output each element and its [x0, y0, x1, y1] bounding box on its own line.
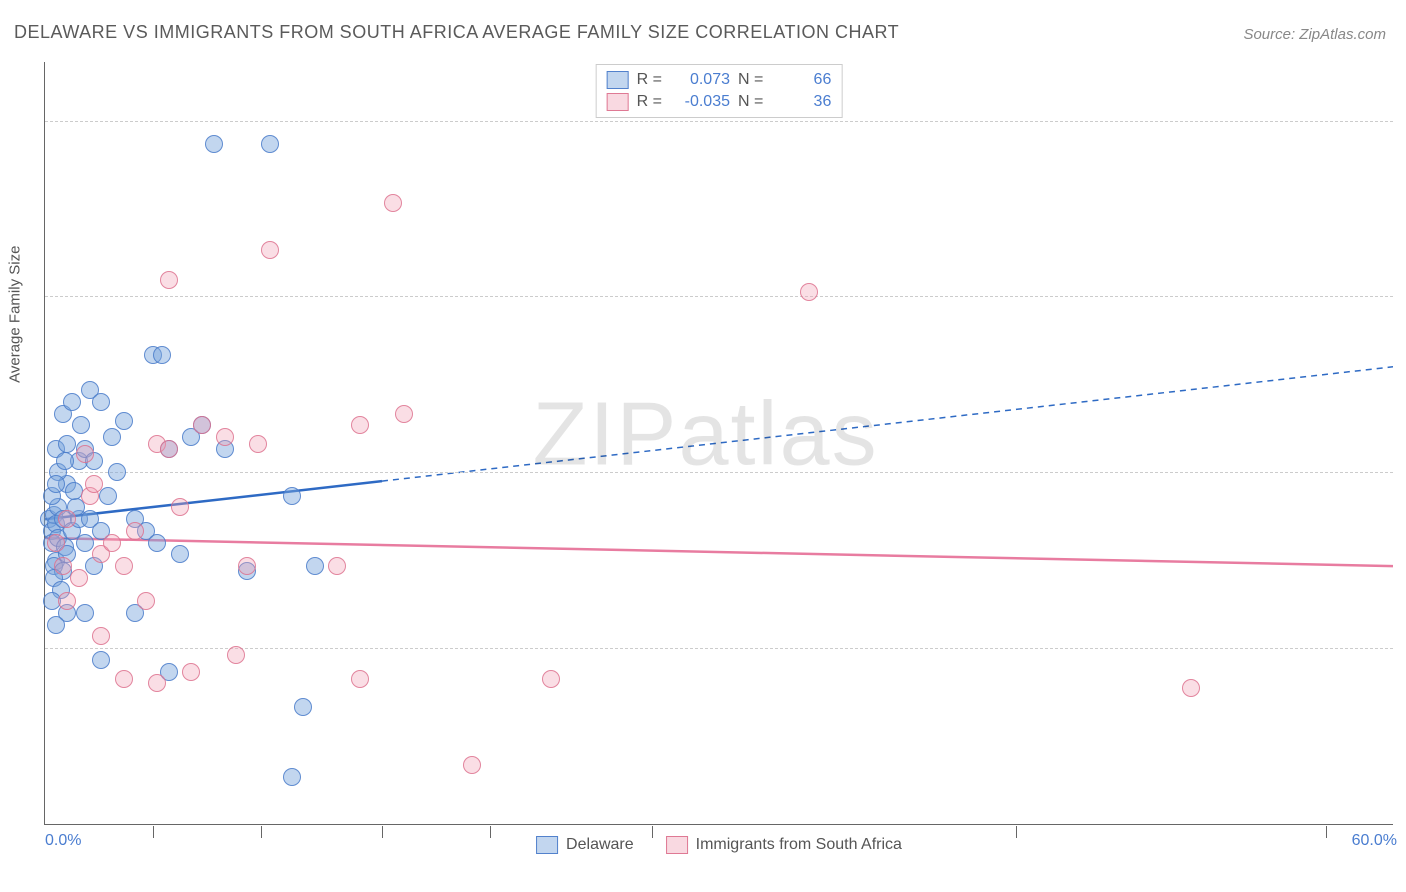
data-point-delaware: [115, 412, 133, 430]
legend-label-south-africa: Immigrants from South Africa: [696, 836, 902, 854]
trend-lines: [45, 62, 1393, 824]
legend-item-south-africa: Immigrants from South Africa: [666, 836, 902, 854]
data-point-south_africa: [542, 670, 560, 688]
n-label: N =: [738, 91, 763, 113]
data-point-south_africa: [193, 416, 211, 434]
data-point-delaware: [294, 698, 312, 716]
data-point-south_africa: [384, 194, 402, 212]
data-point-delaware: [153, 346, 171, 364]
y-axis-label: Average Family Size: [7, 246, 24, 383]
data-point-south_africa: [800, 283, 818, 301]
data-point-south_africa: [395, 405, 413, 423]
legend-row-south-africa: R = -0.035 N = 36: [607, 91, 832, 113]
x-tick: [490, 826, 491, 838]
chart-title: DELAWARE VS IMMIGRANTS FROM SOUTH AFRICA…: [14, 22, 899, 43]
data-point-south_africa: [148, 674, 166, 692]
data-point-delaware: [92, 393, 110, 411]
x-tick: [1326, 826, 1327, 838]
series-legend: Delaware Immigrants from South Africa: [536, 836, 902, 854]
data-point-south_africa: [126, 522, 144, 540]
data-point-south_africa: [103, 534, 121, 552]
data-point-south_africa: [76, 445, 94, 463]
data-point-south_africa: [58, 592, 76, 610]
r-label: R =: [637, 91, 662, 113]
r-value-delaware: 0.073: [670, 69, 730, 91]
data-point-delaware: [261, 135, 279, 153]
legend-row-delaware: R = 0.073 N = 66: [607, 69, 832, 91]
r-value-south-africa: -0.035: [670, 91, 730, 113]
grid-line: [45, 121, 1393, 122]
x-axis-min-label: 0.0%: [45, 832, 81, 850]
data-point-delaware: [63, 393, 81, 411]
x-tick: [261, 826, 262, 838]
r-label: R =: [637, 69, 662, 91]
data-point-south_africa: [137, 592, 155, 610]
data-point-south_africa: [47, 534, 65, 552]
grid-line: [45, 296, 1393, 297]
data-point-south_africa: [85, 475, 103, 493]
data-point-south_africa: [463, 756, 481, 774]
data-point-delaware: [92, 651, 110, 669]
data-point-south_africa: [1182, 679, 1200, 697]
n-value-delaware: 66: [771, 69, 831, 91]
swatch-pink: [607, 93, 629, 111]
data-point-south_africa: [92, 627, 110, 645]
data-point-south_africa: [58, 510, 76, 528]
data-point-delaware: [306, 557, 324, 575]
data-point-south_africa: [70, 569, 88, 587]
data-point-south_africa: [351, 416, 369, 434]
data-point-south_africa: [182, 663, 200, 681]
data-point-delaware: [108, 463, 126, 481]
legend-item-delaware: Delaware: [536, 836, 634, 854]
data-point-delaware: [47, 616, 65, 634]
data-point-delaware: [171, 545, 189, 563]
data-point-delaware: [56, 452, 74, 470]
data-point-south_africa: [216, 428, 234, 446]
grid-line: [45, 648, 1393, 649]
data-point-south_africa: [115, 557, 133, 575]
data-point-delaware: [283, 487, 301, 505]
x-tick: [153, 826, 154, 838]
data-point-delaware: [283, 768, 301, 786]
data-point-south_africa: [160, 440, 178, 458]
data-point-south_africa: [171, 498, 189, 516]
legend-label-delaware: Delaware: [566, 836, 634, 854]
data-point-delaware: [47, 475, 65, 493]
data-point-delaware: [103, 428, 121, 446]
data-point-delaware: [205, 135, 223, 153]
data-point-south_africa: [160, 271, 178, 289]
data-point-south_africa: [249, 435, 267, 453]
swatch-pink: [666, 836, 688, 854]
correlation-legend: R = 0.073 N = 66 R = -0.035 N = 36: [596, 64, 843, 118]
data-point-south_africa: [351, 670, 369, 688]
data-point-south_africa: [238, 557, 256, 575]
swatch-blue: [536, 836, 558, 854]
data-point-south_africa: [227, 646, 245, 664]
data-point-south_africa: [328, 557, 346, 575]
data-point-delaware: [58, 435, 76, 453]
data-point-delaware: [76, 604, 94, 622]
x-tick: [652, 826, 653, 838]
swatch-blue: [607, 71, 629, 89]
grid-line: [45, 472, 1393, 473]
data-point-delaware: [72, 416, 90, 434]
data-point-south_africa: [261, 241, 279, 259]
scatter-chart: Average Family Size 0.0% 60.0% ZIPatlas …: [44, 62, 1393, 825]
x-tick: [1016, 826, 1017, 838]
n-label: N =: [738, 69, 763, 91]
x-tick: [382, 826, 383, 838]
n-value-south-africa: 36: [771, 91, 831, 113]
source-attribution: Source: ZipAtlas.com: [1243, 26, 1386, 43]
data-point-delaware: [76, 534, 94, 552]
data-point-south_africa: [54, 557, 72, 575]
data-point-delaware: [148, 534, 166, 552]
data-point-south_africa: [115, 670, 133, 688]
x-axis-max-label: 60.0%: [1352, 832, 1397, 850]
